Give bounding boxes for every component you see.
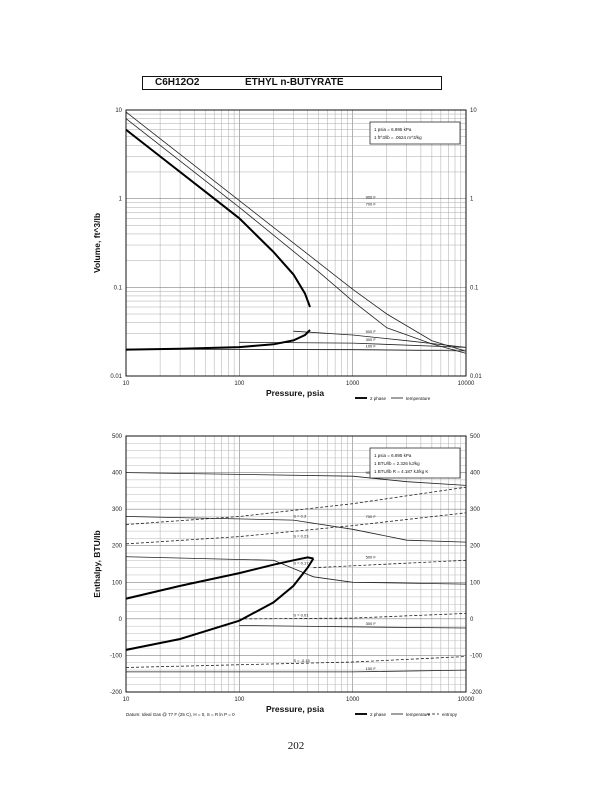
x-tick-label: 1000 [346, 697, 360, 703]
series-line [125, 111, 467, 352]
y-tick-label: 0.1 [114, 285, 123, 291]
info-box [369, 121, 461, 145]
series-line [313, 559, 467, 569]
y-tick-label: -200 [110, 690, 123, 696]
legend: 2 phase temperature entropy [355, 712, 458, 717]
x-tick-label: 10 [123, 381, 130, 387]
y-tick-label-right: -100 [470, 653, 483, 659]
x-tick-label: 10000 [458, 381, 475, 387]
series-label: 500 F [366, 554, 377, 559]
info-box [369, 447, 461, 479]
legend-item: temperature [406, 712, 431, 717]
legend-item: 2 phase [370, 712, 387, 717]
y-tick-label: 0 [119, 617, 123, 623]
legend-item: entropy [442, 712, 458, 717]
y-tick-label-right: -200 [470, 690, 483, 696]
saturated-vapor-curve [125, 128, 311, 308]
footnote: Datum: Ideal Gas @ 77 F (25 C), H = 0, S… [126, 712, 235, 717]
y-tick-label: -100 [110, 653, 123, 659]
series-label: 900 F [366, 195, 377, 200]
series-label: S = 0.17 [293, 561, 309, 566]
series-line [126, 669, 467, 673]
page-number: 202 [287, 740, 305, 752]
x-axis-label: Pressure, psia [266, 388, 324, 398]
y-axis-label: Enthalpy, BTU/lb [92, 530, 102, 597]
saturated-liquid-curve [125, 557, 315, 651]
legend-item: 2 phase [370, 396, 387, 401]
series-line [125, 556, 467, 585]
series-label: 700 F [366, 201, 377, 206]
series-line [125, 656, 467, 668]
saturated-vapor-curve [125, 556, 314, 600]
series-line [125, 486, 467, 525]
y-tick-label: 100 [112, 580, 123, 586]
series-label: S = 0.3 [293, 514, 307, 519]
y-tick-label-right: 0 [470, 617, 474, 623]
y-tick-label: 1 [119, 197, 123, 203]
series-line [239, 341, 467, 348]
x-tick-label: 10 [123, 697, 130, 703]
legend-item: temperature [406, 396, 431, 401]
series-label: S = 0.01 [293, 612, 309, 617]
compound-name: ETHYL n-BUTYRATE [245, 77, 344, 88]
legend: 2 phase temperature [355, 396, 431, 401]
x-axis-label: Pressure, psia [266, 704, 324, 714]
series-label: 300 F [366, 621, 377, 626]
series-label: 700 F [366, 514, 377, 519]
y-tick-label-right: 10 [470, 108, 477, 114]
series-line [239, 613, 467, 620]
y-tick-label: 10 [115, 108, 122, 114]
info-box-line: 1 ft^3/lb = .0624 m^3/kg [374, 135, 422, 140]
series-label: 100 F [366, 344, 377, 349]
y-tick-label: 200 [112, 544, 123, 550]
x-tick-label: 1000 [346, 381, 360, 387]
x-tick-label: 100 [234, 381, 245, 387]
y-tick-label: 0.01 [110, 374, 122, 380]
y-axis-label: Volume, ft^3/lb [92, 213, 102, 273]
y-tick-label: 500 [112, 434, 123, 440]
plot-frame [125, 109, 467, 377]
series-label: 300 F [366, 337, 377, 342]
series-label: 500 F [366, 329, 377, 334]
y-tick-label-right: 0.01 [470, 374, 482, 380]
series-line [125, 472, 467, 486]
info-box-line: 1 BTU/lb R = 4.187 kJ/kg K [374, 469, 428, 474]
y-tick-label-right: 1 [470, 197, 474, 203]
series-line [293, 330, 467, 348]
series-line [239, 625, 467, 629]
x-tick-label: 10000 [458, 697, 475, 703]
series-line [125, 516, 467, 543]
series-label: S = 0.23 [293, 533, 309, 538]
chart-header: C6H12O2 ETHYL n-BUTYRATE [142, 76, 442, 90]
y-tick-label: 400 [112, 471, 123, 477]
y-tick-label-right: 100 [470, 580, 481, 586]
plot-frame [125, 435, 467, 693]
info-box-line: 1 BTU/lb = 2.326 kJ/kg [374, 461, 420, 466]
x-tick-label: 100 [234, 697, 245, 703]
series-label: S = -0.15 [293, 658, 310, 663]
saturated-liquid-curve [125, 329, 311, 351]
formula-label: C6H12O2 [155, 77, 200, 88]
y-tick-label-right: 400 [470, 471, 481, 477]
series-line [125, 512, 467, 545]
info-box-line: 1 psia = 6.895 kPa [374, 453, 412, 458]
series-label: 100 F [366, 666, 377, 671]
info-box-line: 1 psia = 6.895 kPa [374, 127, 412, 132]
series-line [125, 118, 467, 354]
y-tick-label-right: 200 [470, 544, 481, 550]
y-tick-label-right: 300 [470, 507, 481, 513]
series-line [125, 348, 467, 352]
y-tick-label: 300 [112, 507, 123, 513]
y-tick-label-right: 0.1 [470, 285, 479, 291]
y-tick-label-right: 500 [470, 434, 481, 440]
